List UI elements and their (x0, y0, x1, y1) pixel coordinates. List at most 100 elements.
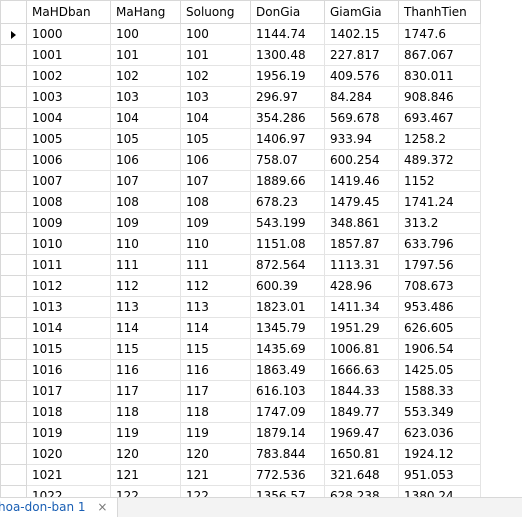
row-indicator[interactable] (0, 107, 27, 129)
row-indicator[interactable] (0, 443, 27, 465)
table-cell[interactable]: 106 (110, 149, 181, 171)
table-cell[interactable]: 116 (180, 359, 251, 381)
table-row[interactable]: 1010 110 110 1151.08 1857.87 633.796 (0, 233, 481, 255)
column-header[interactable]: MaHDban (26, 0, 111, 24)
table-cell[interactable]: 626.605 (398, 317, 481, 339)
table-cell[interactable]: 1380.24 (398, 485, 481, 497)
row-indicator[interactable] (0, 128, 27, 150)
result-grid[interactable]: MaHDban MaHang Soluong DonGia GiamGia Th… (0, 0, 522, 497)
table-cell[interactable]: 103 (110, 86, 181, 108)
table-cell[interactable]: 119 (110, 422, 181, 444)
table-cell[interactable]: 1011 (26, 254, 111, 276)
table-cell[interactable]: 120 (180, 443, 251, 465)
row-indicator[interactable] (0, 317, 27, 339)
table-cell[interactable]: 105 (110, 128, 181, 150)
column-header[interactable]: GiamGia (324, 0, 399, 24)
row-indicator[interactable] (0, 191, 27, 213)
table-cell[interactable]: 1151.08 (250, 233, 325, 255)
table-cell[interactable]: 110 (110, 233, 181, 255)
row-indicator[interactable] (0, 380, 27, 402)
table-cell[interactable]: 1014 (26, 317, 111, 339)
table-cell[interactable]: 783.844 (250, 443, 325, 465)
table-row[interactable]: 1021 121 121 772.536 321.648 951.053 (0, 464, 481, 486)
table-cell[interactable]: 1924.12 (398, 443, 481, 465)
table-cell[interactable]: 1411.34 (324, 296, 399, 318)
table-cell[interactable]: 1015 (26, 338, 111, 360)
table-cell[interactable]: 1006.81 (324, 338, 399, 360)
table-cell[interactable]: 758.07 (250, 149, 325, 171)
table-cell[interactable]: 227.817 (324, 44, 399, 66)
table-cell[interactable]: 1419.46 (324, 170, 399, 192)
row-indicator[interactable] (0, 422, 27, 444)
table-cell[interactable]: 628.238 (324, 485, 399, 497)
table-cell[interactable]: 112 (180, 275, 251, 297)
row-indicator[interactable] (0, 359, 27, 381)
table-cell[interactable]: 106 (180, 149, 251, 171)
table-cell[interactable]: 100 (180, 23, 251, 45)
table-cell[interactable]: 633.796 (398, 233, 481, 255)
table-cell[interactable]: 104 (180, 107, 251, 129)
table-row[interactable]: 1008 108 108 678.23 1479.45 1741.24 (0, 191, 481, 213)
row-indicator[interactable] (0, 464, 27, 486)
table-row[interactable]: 1014 114 114 1345.79 1951.29 626.605 (0, 317, 481, 339)
table-cell[interactable]: 101 (180, 44, 251, 66)
table-row[interactable]: 1006 106 106 758.07 600.254 489.372 (0, 149, 481, 171)
table-row[interactable]: 1012 112 112 600.39 428.96 708.673 (0, 275, 481, 297)
row-indicator[interactable] (0, 401, 27, 423)
row-indicator[interactable] (0, 65, 27, 87)
row-indicator[interactable] (0, 275, 27, 297)
table-cell[interactable]: 1152 (398, 170, 481, 192)
table-cell[interactable]: 296.97 (250, 86, 325, 108)
table-cell[interactable]: 693.467 (398, 107, 481, 129)
table-cell[interactable]: 1300.48 (250, 44, 325, 66)
table-cell[interactable]: 109 (110, 212, 181, 234)
table-row[interactable]: 1004 104 104 354.286 569.678 693.467 (0, 107, 481, 129)
table-cell[interactable]: 117 (180, 380, 251, 402)
table-cell[interactable]: 100 (110, 23, 181, 45)
table-cell[interactable]: 122 (110, 485, 181, 497)
table-row[interactable]: 1002 102 102 1956.19 409.576 830.011 (0, 65, 481, 87)
table-cell[interactable]: 107 (110, 170, 181, 192)
table-row[interactable]: 1022 122 122 1356.57 628.238 1380.24 (0, 485, 481, 497)
table-row[interactable]: 1016 116 116 1863.49 1666.63 1425.05 (0, 359, 481, 381)
table-cell[interactable]: 1010 (26, 233, 111, 255)
table-cell[interactable]: 708.673 (398, 275, 481, 297)
table-cell[interactable]: 678.23 (250, 191, 325, 213)
table-cell[interactable]: 109 (180, 212, 251, 234)
table-cell[interactable]: 1345.79 (250, 317, 325, 339)
table-cell[interactable]: 489.372 (398, 149, 481, 171)
table-cell[interactable]: 1797.56 (398, 254, 481, 276)
table-cell[interactable]: 1016 (26, 359, 111, 381)
row-indicator[interactable] (0, 485, 27, 497)
table-cell[interactable]: 1823.01 (250, 296, 325, 318)
table-row[interactable]: 1005 105 105 1406.97 933.94 1258.2 (0, 128, 481, 150)
table-cell[interactable]: 600.39 (250, 275, 325, 297)
table-cell[interactable]: 354.286 (250, 107, 325, 129)
table-cell[interactable]: 1906.54 (398, 338, 481, 360)
table-cell[interactable]: 105 (180, 128, 251, 150)
table-cell[interactable]: 118 (110, 401, 181, 423)
table-cell[interactable]: 569.678 (324, 107, 399, 129)
table-cell[interactable]: 1020 (26, 443, 111, 465)
table-cell[interactable]: 1113.31 (324, 254, 399, 276)
row-indicator[interactable] (0, 254, 27, 276)
table-cell[interactable]: 409.576 (324, 65, 399, 87)
table-cell[interactable]: 1021 (26, 464, 111, 486)
table-cell[interactable]: 1022 (26, 485, 111, 497)
table-cell[interactable]: 616.103 (250, 380, 325, 402)
table-cell[interactable]: 933.94 (324, 128, 399, 150)
table-cell[interactable]: 114 (180, 317, 251, 339)
table-cell[interactable]: 102 (110, 65, 181, 87)
table-row[interactable]: 1018 118 118 1747.09 1849.77 553.349 (0, 401, 481, 423)
table-cell[interactable]: 1435.69 (250, 338, 325, 360)
table-cell[interactable]: 1879.14 (250, 422, 325, 444)
table-row[interactable]: 1013 113 113 1823.01 1411.34 953.486 (0, 296, 481, 318)
table-cell[interactable]: 1004 (26, 107, 111, 129)
row-indicator[interactable] (0, 296, 27, 318)
table-cell[interactable]: 1009 (26, 212, 111, 234)
table-cell[interactable]: 553.349 (398, 401, 481, 423)
table-cell[interactable]: 119 (180, 422, 251, 444)
table-row[interactable]: 1003 103 103 296.97 84.284 908.846 (0, 86, 481, 108)
table-cell[interactable]: 118 (180, 401, 251, 423)
row-indicator[interactable] (0, 338, 27, 360)
